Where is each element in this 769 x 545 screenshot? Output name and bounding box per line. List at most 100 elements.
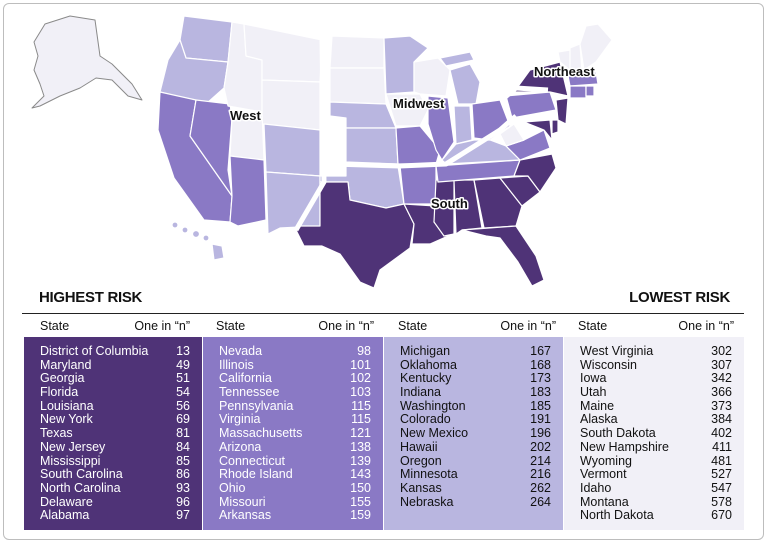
- state-south-dakota: [329, 67, 387, 105]
- table-row: Oklahoma 168: [400, 357, 551, 373]
- state-hawaii-1: [171, 221, 179, 229]
- table-row: Oregon 214: [400, 453, 551, 469]
- state-hawaii-big: [211, 243, 225, 261]
- table-row: Michigan 167: [400, 344, 551, 359]
- state-new-hampshire: [569, 43, 583, 73]
- state-north-dakota: [329, 35, 385, 69]
- risk-value: 578: [711, 494, 732, 509]
- region-label-northeast: Northeast: [534, 64, 595, 79]
- risk-value: 115: [351, 412, 371, 427]
- table-row: Vermont 527: [580, 467, 732, 482]
- risk-value: 307: [711, 357, 732, 372]
- table-row: Georgia 51: [40, 372, 190, 386]
- table-row: District of Columbia 13: [40, 344, 190, 359]
- state-name: Missouri: [219, 494, 266, 509]
- table-row: Wisconsin 307: [580, 357, 732, 373]
- risk-column-3: Michigan 167 Oklahoma 168 Kentucky 173 Indiana…: [384, 337, 563, 530]
- state-connecticut: [569, 85, 587, 99]
- state-name: New Hampshire: [580, 439, 669, 454]
- table-row: Nebraska 264: [400, 494, 551, 510]
- state-name: South Dakota: [580, 426, 656, 441]
- lowest-risk-heading: LOWEST RISK: [629, 289, 730, 306]
- state-name: Nevada: [219, 344, 263, 358]
- state-name: Illinois: [219, 357, 254, 372]
- state-missouri: [395, 125, 441, 165]
- risk-value: 262: [530, 480, 551, 495]
- state-name: Texas: [40, 426, 73, 441]
- divider-west: [293, 39, 327, 232]
- state-name: Massachusetts: [219, 426, 303, 441]
- divider-midwest-south: [331, 114, 518, 169]
- region-label-south: South: [431, 196, 468, 211]
- state-name: Wyoming: [580, 453, 632, 468]
- table-row: Ohio 150: [219, 480, 371, 496]
- state-wisconsin: [413, 57, 451, 97]
- state-colorado: [263, 123, 321, 177]
- risk-value: 54: [176, 385, 190, 400]
- state-header: State: [398, 319, 428, 333]
- state-indiana: [453, 105, 473, 145]
- state-name: New Jersey: [40, 439, 106, 454]
- table-row: North Dakota 670: [580, 509, 732, 523]
- state-name: Minnesota: [400, 467, 458, 482]
- state-name: Oklahoma: [400, 357, 457, 372]
- state-washington: [179, 15, 233, 63]
- table-row: Maine 373: [580, 398, 732, 414]
- risk-value: 216: [530, 467, 551, 482]
- state-iowa: [385, 93, 429, 127]
- state-kansas: [345, 127, 399, 165]
- state-hawaii-4: [202, 234, 210, 242]
- risk-value: 185: [530, 398, 551, 413]
- table-row: Colorado 191: [400, 413, 551, 427]
- risk-value: 373: [711, 398, 732, 413]
- state-name: Iowa: [580, 371, 607, 386]
- risk-value: 93: [176, 480, 190, 495]
- table-row: Pennsylvania 115: [219, 399, 371, 414]
- value-header: One in “n”: [134, 319, 190, 333]
- risk-value: 150: [350, 480, 371, 495]
- risk-value: 366: [711, 385, 732, 400]
- state-name: New Mexico: [400, 426, 469, 441]
- table-row: Texas 81: [40, 426, 190, 441]
- risk-value: 56: [176, 398, 190, 413]
- state-maine: [579, 23, 613, 71]
- table-row: Kentucky 173: [400, 372, 551, 386]
- table-row: Louisiana 56: [40, 398, 190, 414]
- risk-value: 411: [712, 439, 732, 454]
- risk-value: 264: [530, 494, 551, 509]
- table-row: Missouri 155: [219, 494, 371, 510]
- state-name: West Virginia: [580, 344, 654, 358]
- table-row: New York 69: [40, 413, 190, 427]
- state-name: Virginia: [219, 412, 261, 427]
- table-row: New Jersey 84: [40, 439, 190, 455]
- table-row: Iowa 342: [580, 372, 732, 386]
- table-row: Florida 54: [40, 385, 190, 400]
- state-name: Colorado: [400, 412, 451, 427]
- table-row: South Carolina 86: [40, 467, 190, 482]
- state-name: Wisconsin: [580, 357, 637, 372]
- table-row: Virginia 115: [219, 413, 371, 427]
- table-divider: [22, 313, 744, 314]
- state-name: Ohio: [219, 480, 246, 495]
- risk-value: 342: [711, 371, 732, 386]
- table-row: Idaho 547: [580, 481, 732, 496]
- risk-value: 214: [530, 453, 551, 468]
- risk-column-2: Nevada 98 Illinois 101 California 102 Tennesse…: [203, 337, 383, 530]
- table-row: Indiana 183: [400, 385, 551, 400]
- risk-value: 168: [530, 357, 551, 372]
- state-kentucky: [441, 139, 521, 165]
- state-name: Arkansas: [219, 508, 272, 523]
- state-name: Vermont: [580, 467, 627, 482]
- table-row: North Carolina 93: [40, 480, 190, 496]
- risk-value: 167: [530, 344, 551, 358]
- state-name: South Carolina: [40, 467, 123, 482]
- risk-column-4: West Virginia 302 Wisconsin 307 Iowa 342 Utah 3…: [564, 337, 744, 530]
- state-header: State: [578, 319, 608, 333]
- state-georgia: [473, 177, 523, 229]
- risk-value: 159: [350, 508, 371, 523]
- table-row: Wyoming 481: [580, 453, 732, 469]
- risk-value: 139: [350, 453, 371, 468]
- table-row: Arkansas 159: [219, 509, 371, 523]
- state-name: Indiana: [400, 385, 442, 400]
- table-row: Alabama 97: [40, 509, 190, 523]
